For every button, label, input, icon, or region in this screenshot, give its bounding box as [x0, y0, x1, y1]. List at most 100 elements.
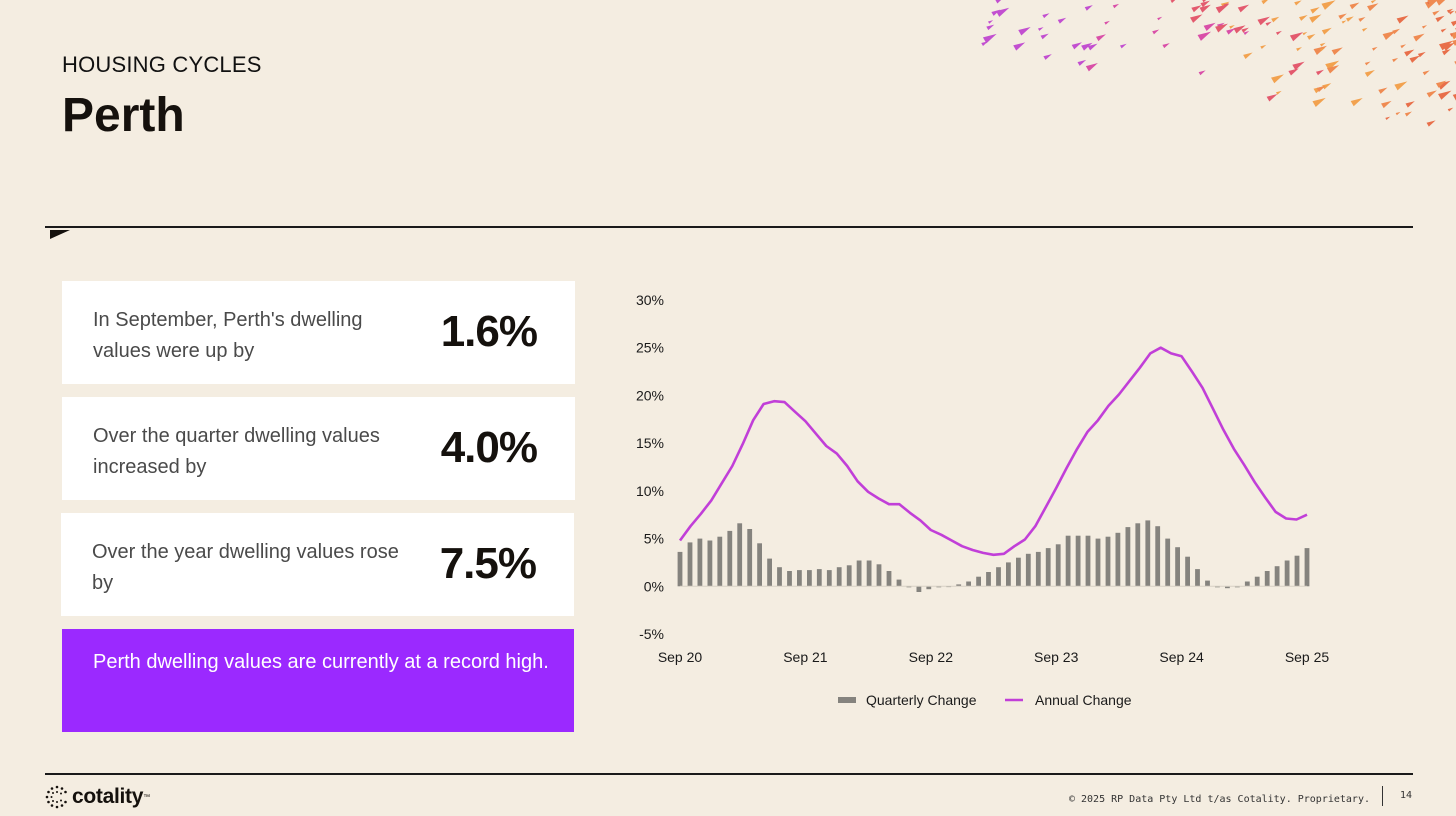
confetti-shape: [1381, 100, 1392, 109]
confetti-shape: [995, 0, 1002, 4]
x-tick-label: Sep 23: [1034, 649, 1079, 665]
y-tick-label: 15%: [636, 435, 664, 451]
confetti-shape: [1013, 42, 1026, 51]
legend-annual-label: Annual Change: [1035, 692, 1132, 708]
quarterly-bar: [1244, 581, 1250, 587]
page-title: Perth: [62, 89, 185, 142]
stat-card-monthly: In September, Perth's dwelling values we…: [62, 281, 575, 384]
annual-change-line: [678, 346, 1308, 557]
confetti-shape: [1042, 13, 1050, 19]
y-tick-label: 30%: [636, 292, 664, 308]
confetti-shape: [1071, 42, 1082, 50]
quarterly-bar: [926, 586, 932, 590]
stat-value: 1.6%: [440, 307, 538, 356]
confetti-shape: [1191, 5, 1202, 13]
quarterly-bar: [1105, 536, 1111, 587]
legend-bar-swatch: [838, 697, 856, 703]
y-axis: 30% 25% 20% 15% 10% 5% 0% -5%: [636, 292, 664, 642]
confetti-shape: [1400, 44, 1407, 49]
logo-trademark: ™: [143, 793, 151, 801]
confetti-shape: [988, 20, 994, 24]
header-divider: [45, 226, 1413, 228]
confetti-shape: [986, 24, 995, 31]
confetti-shape: [1260, 44, 1267, 49]
quarterly-bar: [1284, 560, 1290, 587]
confetti-shape: [1405, 101, 1415, 108]
confetti-shape: [1358, 16, 1366, 22]
confetti-shape: [1197, 31, 1212, 41]
confetti-shape: [1442, 42, 1455, 51]
confetti-shape: [1435, 15, 1445, 23]
page-number-separator: [1382, 786, 1383, 806]
quarterly-bar: [677, 551, 683, 587]
quarterly-bar: [767, 558, 772, 587]
confetti-shape: [1112, 3, 1120, 9]
legend-quarterly-label: Quarterly Change: [866, 692, 977, 708]
quarterly-bar: [1304, 548, 1310, 587]
stat-description: Over the quarter dwelling values increas…: [93, 425, 380, 478]
quarterly-bar: [856, 560, 862, 587]
y-tick-label: 10%: [636, 483, 664, 499]
record-high-callout: Perth dwelling values are currently at a…: [62, 629, 574, 732]
confetti-shape: [1321, 27, 1332, 35]
quarterly-bar: [1016, 557, 1021, 587]
confetti-shape: [1243, 31, 1250, 35]
confetti-shape: [1447, 107, 1454, 112]
confetti-shape: [1350, 98, 1363, 107]
quarterly-bar: [976, 576, 981, 587]
confetti-shape: [1226, 28, 1236, 35]
stat-card-annual: Over the year dwelling values rose by 7.…: [61, 513, 574, 616]
decorative-confetti-graphic: [981, 0, 1456, 127]
logo-wordmark: cotality: [72, 785, 144, 808]
x-axis: Sep 20 Sep 21 Sep 22 Sep 23 Sep 24 Sep 25: [658, 649, 1330, 665]
confetti-shape: [981, 41, 989, 47]
quarterly-bar: [1145, 520, 1151, 587]
chart-legend: Quarterly Change Annual Change: [838, 692, 1132, 708]
quarterly-bar: [1195, 569, 1200, 587]
confetti-shape: [1170, 0, 1176, 3]
quarterly-bar: [836, 567, 842, 587]
confetti-shape: [1438, 90, 1452, 100]
confetti-shape: [1432, 10, 1440, 16]
confetti-shape: [1320, 47, 1326, 52]
stat-value: 4.0%: [440, 423, 538, 472]
quarterly-bar: [747, 529, 753, 587]
confetti-shape: [1275, 90, 1282, 95]
quarterly-bar: [1225, 586, 1230, 589]
confetti-shape: [1446, 8, 1454, 14]
quarterly-bar: [1055, 544, 1061, 587]
stat-card-quarterly: Over the quarter dwelling values increas…: [62, 397, 575, 500]
confetti-shape: [1309, 14, 1322, 23]
quarterly-bar: [1294, 555, 1300, 587]
confetti-shape: [1229, 25, 1235, 29]
confetti-shape: [1157, 16, 1163, 21]
confetti-shape: [1275, 30, 1282, 35]
confetti-shape: [1085, 63, 1098, 72]
confetti-shape: [1077, 59, 1087, 66]
confetti-shape: [1313, 45, 1327, 55]
x-tick-label: Sep 25: [1285, 649, 1330, 665]
confetti-shape: [1395, 111, 1401, 116]
confetti-shape: [982, 33, 997, 44]
quarterly-bar: [1085, 535, 1091, 587]
quarterly-bar: [886, 571, 892, 587]
confetti-shape: [1215, 3, 1230, 14]
quarterly-bar: [717, 536, 723, 587]
dwelling-values-chart: 30%25%20%15%10%5%0%-5% Sep 20 Sep 21 Sep 2…: [636, 292, 1330, 708]
confetti-shape: [1302, 31, 1308, 36]
confetti-shape: [1152, 29, 1160, 35]
confetti-shape: [1315, 69, 1324, 76]
divider-flag-icon: [50, 230, 70, 239]
confetti-shape: [1346, 16, 1354, 22]
confetti-shape: [1319, 42, 1326, 47]
confetti-shape: [1372, 46, 1378, 51]
callout-text: Perth dwelling values are currently at a…: [93, 651, 549, 673]
quarterly-bar: [966, 581, 971, 587]
annual-line: [678, 346, 1308, 557]
stat-description: Over the year dwelling values rose by: [92, 541, 399, 594]
confetti-shape: [1241, 27, 1249, 33]
section-eyebrow: HOUSING CYCLES: [62, 52, 262, 77]
confetti-shape: [1404, 111, 1412, 117]
confetti-shape: [1307, 34, 1316, 40]
confetti-shape: [1296, 47, 1302, 52]
